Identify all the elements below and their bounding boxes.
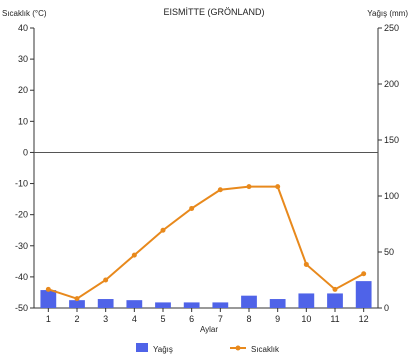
precipitation-bar <box>126 300 143 308</box>
x-tick-label: 9 <box>275 314 280 324</box>
x-tick-label: 4 <box>132 314 137 324</box>
temperature-point <box>189 205 195 211</box>
y-right-tick-label: 100 <box>384 191 399 201</box>
legend-label-precipitation: Yağış <box>153 345 173 354</box>
temperature-point <box>332 286 338 292</box>
precipitation-bar <box>212 302 229 308</box>
precipitation-bar <box>241 295 257 308</box>
y-left-tick-label: -50 <box>15 303 28 313</box>
precipitation-bar <box>97 299 114 308</box>
y-left-tick-label: 10 <box>18 116 28 126</box>
y-left-tick-label: 30 <box>18 54 28 64</box>
y-left-tick-label: 20 <box>18 85 28 95</box>
precipitation-bar <box>327 293 343 308</box>
y-left-tick-label: 40 <box>18 23 28 33</box>
y-left-tick-label: -30 <box>15 241 28 251</box>
plot-area: 403020100-10-20-30-40-502502001501005001… <box>15 23 399 324</box>
temperature-point <box>217 187 223 193</box>
precipitation-bar <box>40 290 57 308</box>
legend: Yağış Sıcaklık <box>136 343 280 354</box>
legend-label-temperature: Sıcaklık <box>251 345 280 354</box>
x-tick-label: 6 <box>189 314 194 324</box>
y-right-tick-label: 150 <box>384 135 399 145</box>
x-tick-label: 11 <box>330 314 339 324</box>
precipitation-bar <box>298 293 315 308</box>
x-tick-label: 10 <box>301 314 311 324</box>
x-tick-label: 3 <box>103 314 108 324</box>
y-right-axis-label: Yağış (mm) <box>367 9 408 18</box>
temperature-point <box>361 271 367 277</box>
temperature-line <box>48 185 365 300</box>
legend-swatch-precipitation <box>136 343 148 352</box>
y-right-tick-label: 0 <box>384 303 389 313</box>
y-left-tick-label: -10 <box>15 179 28 189</box>
temperature-point <box>246 184 252 190</box>
x-tick-label: 12 <box>359 314 369 324</box>
temperature-point <box>45 286 51 292</box>
precipitation-bar <box>183 302 200 308</box>
x-tick-label: 5 <box>160 314 165 324</box>
precipitation-bar <box>155 302 171 308</box>
x-tick-label: 7 <box>218 314 223 324</box>
chart-title: EISMİTTE (GRÖNLAND) <box>163 7 264 17</box>
precipitation-bar <box>355 281 372 308</box>
precipitation-bar <box>269 299 286 308</box>
temperature-point <box>74 296 80 302</box>
x-tick-label: 2 <box>74 314 79 324</box>
y-left-tick-label: -20 <box>15 210 28 220</box>
y-right-tick-label: 200 <box>384 79 399 89</box>
temperature-point <box>303 261 309 267</box>
y-right-tick-label: 50 <box>384 247 394 257</box>
temperature-point <box>103 277 109 283</box>
x-tick-label: 8 <box>246 314 251 324</box>
precipitation-bar <box>69 300 85 308</box>
legend-marker-temperature <box>235 345 241 351</box>
y-left-tick-label: -40 <box>15 272 28 282</box>
y-right-tick-label: 250 <box>384 23 399 33</box>
x-axis-label: Aylar <box>200 325 218 334</box>
y-left-tick-label: 0 <box>23 147 28 157</box>
y-left-axis-label: Sıcaklık (°C) <box>2 9 47 18</box>
temperature-point <box>275 184 281 190</box>
temperature-point <box>131 252 137 258</box>
temperature-point <box>160 227 166 233</box>
x-tick-label: 1 <box>46 314 51 324</box>
